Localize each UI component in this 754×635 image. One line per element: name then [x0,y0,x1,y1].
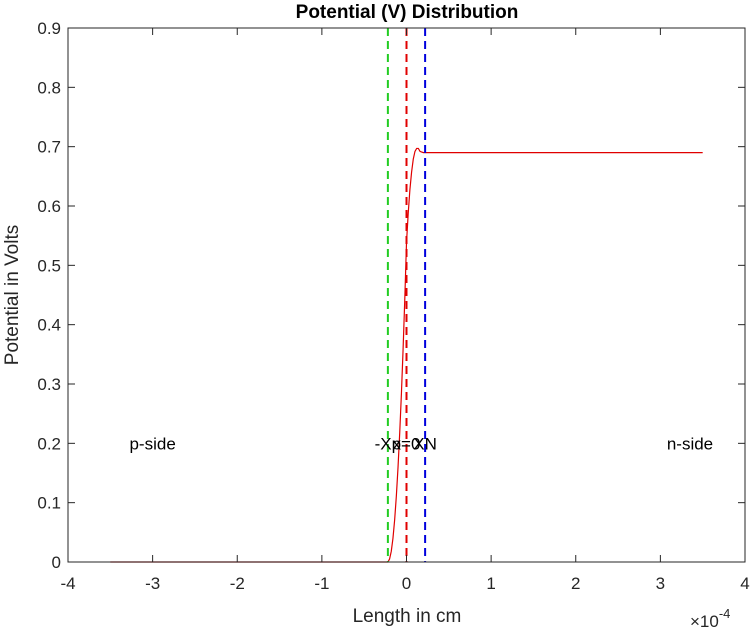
y-tick-label-4: 0.4 [37,316,61,335]
x-tick-label-7: 3 [656,574,665,593]
y-tick-label-6: 0.6 [37,197,61,216]
annotation-1: -Xp [375,434,401,453]
x-axis-label: Length in cm [353,606,462,627]
x-tick-label-6: 2 [571,574,580,593]
y-tick-label-3: 0.3 [37,375,61,394]
annotation-2: x=0 [393,434,421,453]
y-axis-ticks: 0 0.1 0.2 0.3 0.4 0.5 0.6 0.7 0.8 0.9 [37,19,745,572]
y-tick-label-7: 0.7 [37,138,61,157]
y-axis-label: Potential in Volts [2,225,23,365]
annotations: p-side -Xpx=0XN n-side [129,434,713,453]
y-tick-label-2: 0.2 [37,434,61,453]
x-axis-exponent: ×10-4 [690,606,730,630]
y-tick-label-5: 0.5 [37,256,61,275]
x-tick-label-1: -3 [145,574,160,593]
annotation-0: p-side [129,434,175,453]
y-tick-label-8: 0.8 [37,78,61,97]
chart-title: Potential (V) Distribution [296,2,519,23]
x-tick-label-5: 1 [486,574,495,593]
x-tick-label-8: 4 [740,574,749,593]
y-tick-label-9: 0.9 [37,19,61,38]
annotation-3: XN [413,434,437,453]
x-tick-label-4: 0 [402,574,411,593]
x-tick-label-2: -2 [230,574,245,593]
marker-lines [386,28,427,562]
x-tick-label-0: -4 [60,574,75,593]
y-tick-label-0: 0 [52,553,61,572]
x-axis-exponent-power: -4 [719,606,731,621]
x-tick-label-3: -1 [314,574,329,593]
y-tick-label-1: 0.1 [37,494,61,513]
x-axis-ticks: -4 -3 -2 -1 0 1 2 3 4 [60,28,750,593]
annotation-4: n-side [667,434,713,453]
x-axis-exponent-base: ×10 [690,612,719,630]
